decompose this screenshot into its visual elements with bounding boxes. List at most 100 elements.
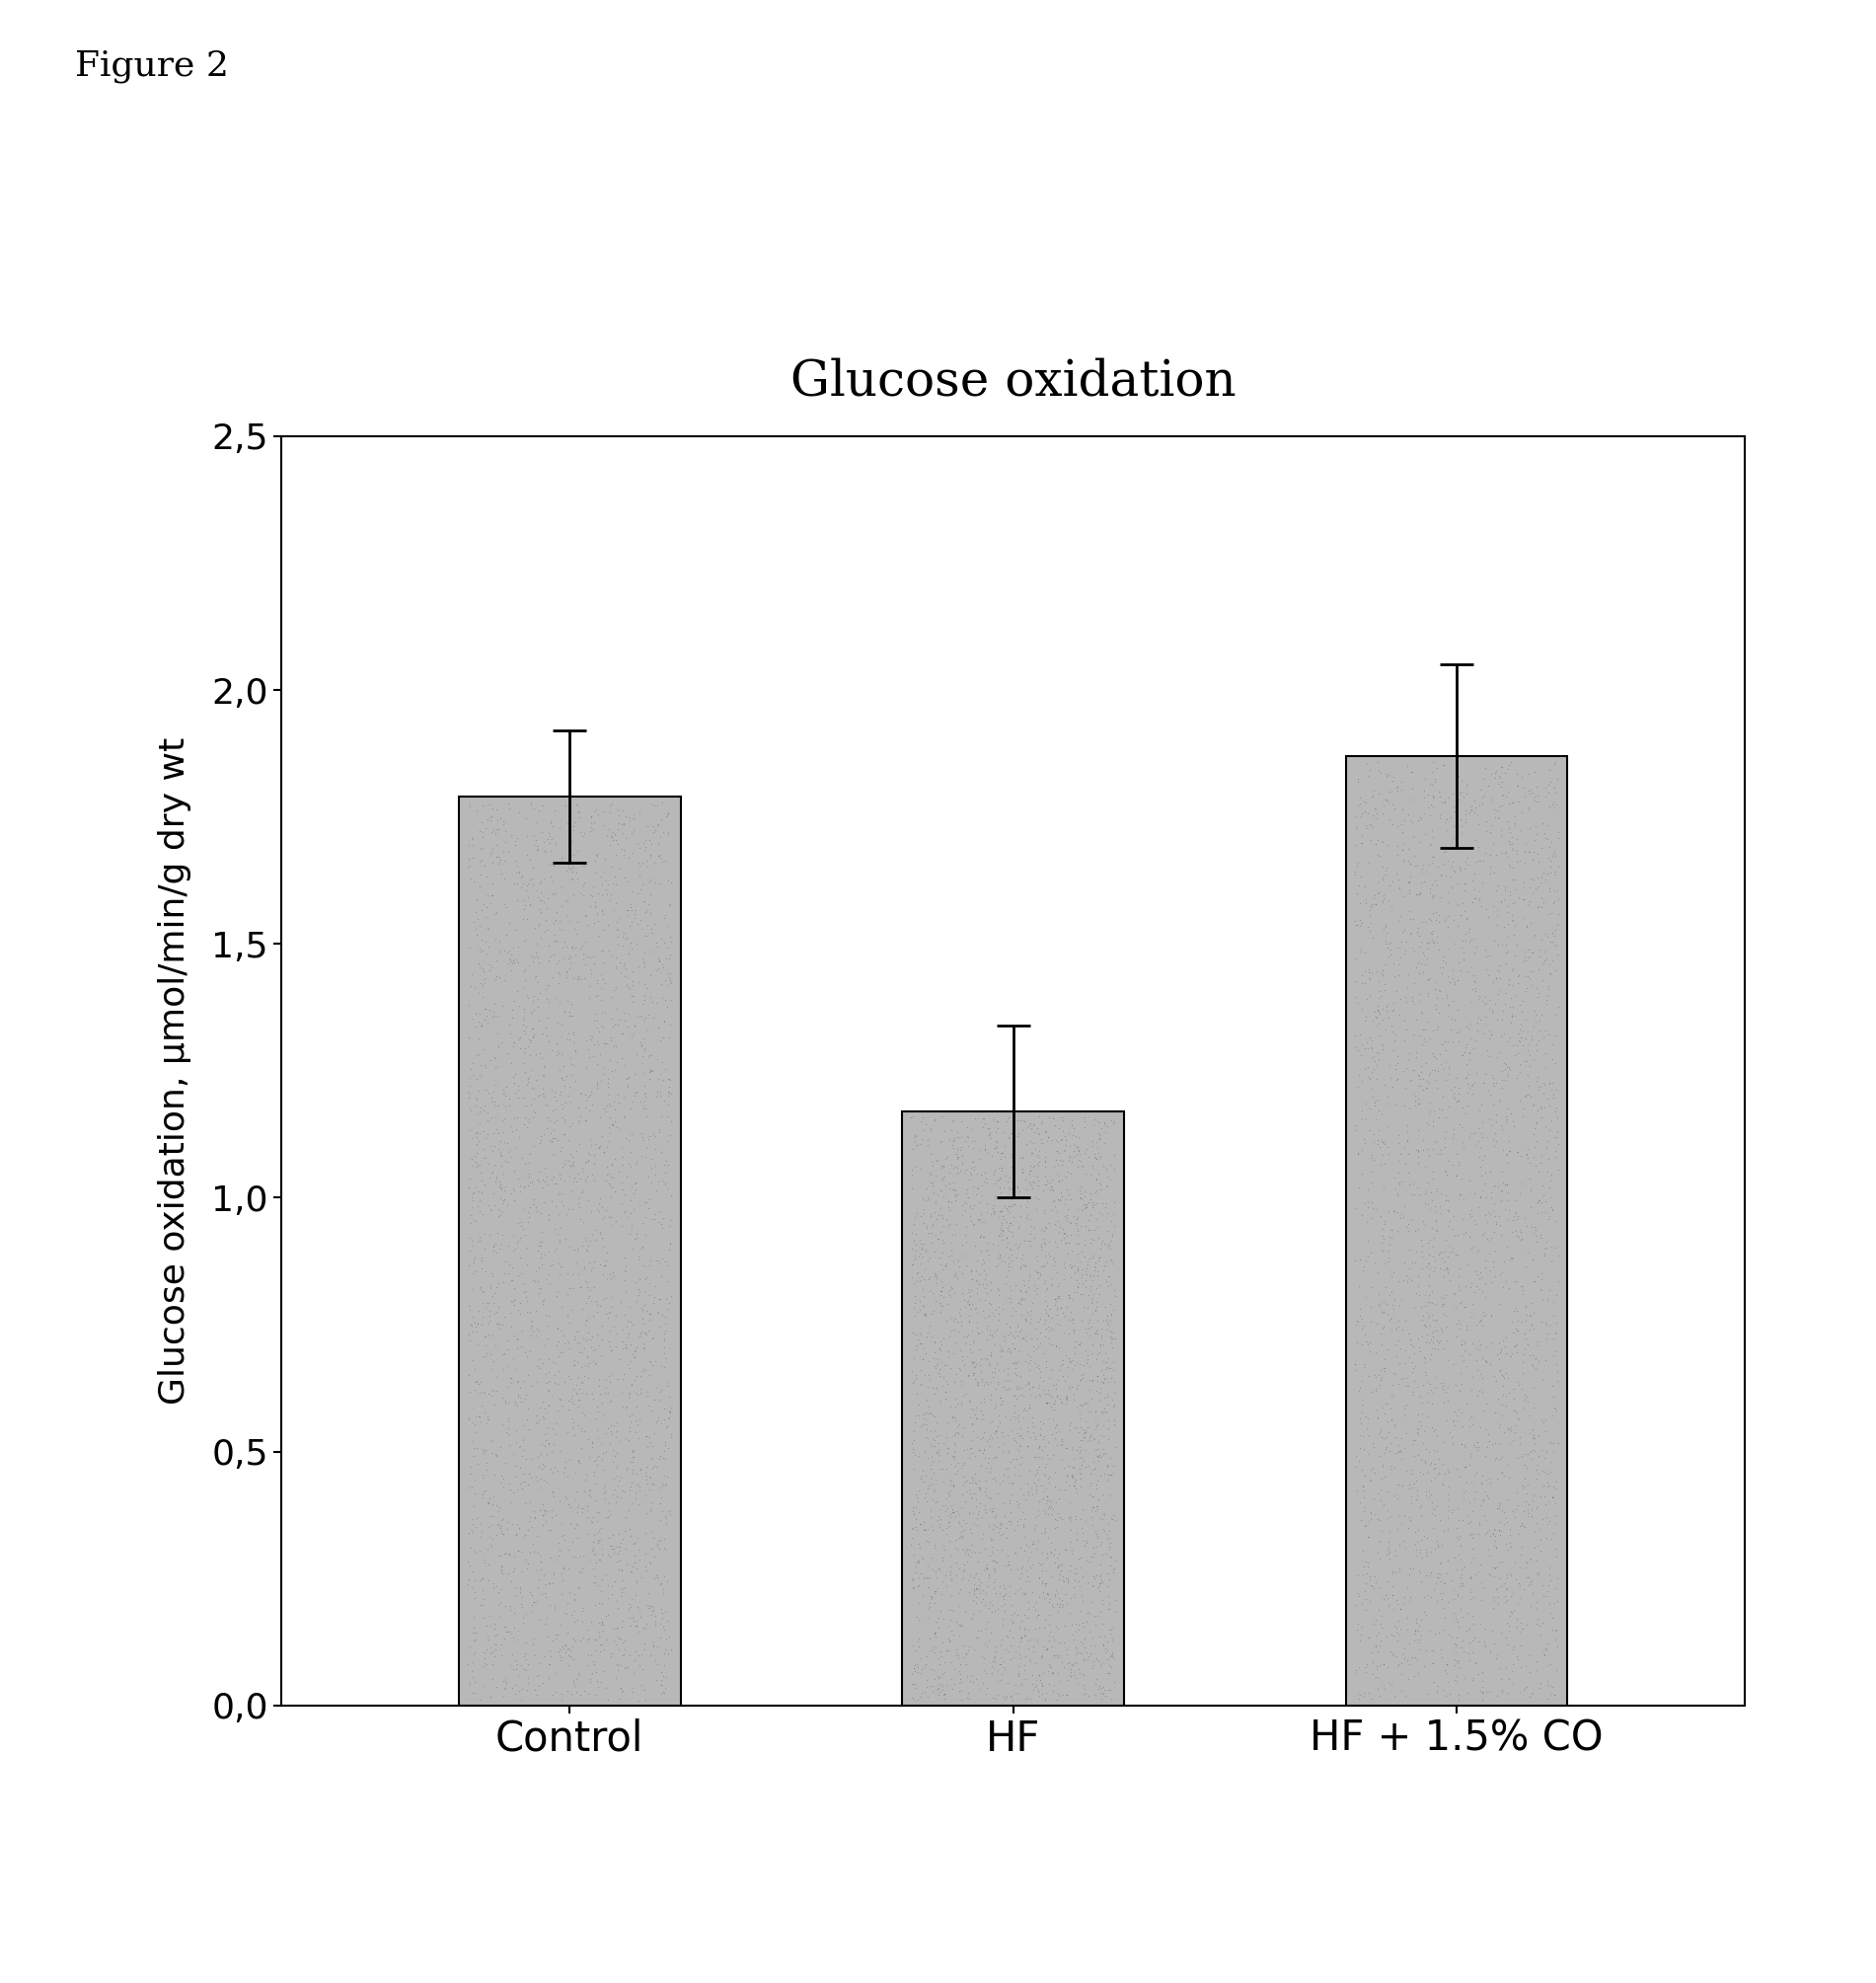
Point xyxy=(919,1295,949,1327)
Point xyxy=(1356,799,1386,831)
Point xyxy=(1075,1214,1105,1245)
Point xyxy=(1383,775,1413,807)
Point xyxy=(1443,1085,1473,1116)
Point xyxy=(1368,851,1398,882)
Point xyxy=(989,1646,1019,1678)
Point xyxy=(1540,1335,1570,1366)
Point xyxy=(499,1289,529,1321)
Point xyxy=(1062,1216,1092,1247)
Point xyxy=(606,833,636,865)
Point xyxy=(1491,928,1521,960)
Point xyxy=(520,1017,550,1049)
Point xyxy=(559,1578,589,1610)
Point xyxy=(1366,825,1396,857)
Point xyxy=(655,1021,685,1053)
Point xyxy=(1004,1116,1034,1148)
Point xyxy=(1531,1037,1561,1069)
Point xyxy=(1034,1374,1064,1406)
Point xyxy=(1431,1376,1461,1408)
Point xyxy=(1531,1186,1561,1218)
Point xyxy=(959,1356,989,1388)
Point xyxy=(643,1166,673,1198)
Point xyxy=(1037,1103,1067,1134)
Point xyxy=(1341,851,1371,882)
Point xyxy=(1540,1206,1570,1237)
Point xyxy=(1540,999,1570,1031)
Point xyxy=(957,1315,987,1346)
Point xyxy=(613,1071,643,1103)
Point xyxy=(582,1442,612,1473)
Point xyxy=(540,1618,570,1650)
Point xyxy=(557,865,587,896)
Point xyxy=(600,1107,630,1138)
Point xyxy=(613,1652,643,1684)
Point xyxy=(499,1061,529,1093)
Point xyxy=(561,1676,591,1707)
Point xyxy=(1512,1132,1542,1164)
Point xyxy=(1403,1134,1433,1166)
Point xyxy=(1469,988,1499,1019)
Point xyxy=(567,1152,597,1184)
Point xyxy=(927,1101,957,1132)
Point xyxy=(940,1313,970,1344)
Point xyxy=(1097,1450,1127,1481)
Point xyxy=(1514,791,1544,823)
Point xyxy=(555,942,585,974)
Point xyxy=(1445,783,1475,815)
Point xyxy=(987,1436,1017,1467)
Point xyxy=(587,1222,617,1253)
Point xyxy=(1540,1473,1570,1505)
Point xyxy=(1079,1452,1109,1483)
Point xyxy=(469,1218,499,1249)
Point xyxy=(1467,845,1497,876)
Point xyxy=(1407,948,1437,980)
Point xyxy=(643,954,673,986)
Point xyxy=(557,1402,587,1434)
Point xyxy=(495,1178,525,1210)
Point xyxy=(563,962,593,993)
Point xyxy=(1418,1493,1448,1525)
Point xyxy=(1435,966,1465,997)
Point xyxy=(1013,1626,1043,1658)
Point xyxy=(1433,1253,1463,1285)
Point xyxy=(1030,1114,1060,1146)
Point xyxy=(617,894,647,926)
Point xyxy=(1075,1374,1105,1406)
Point xyxy=(992,1549,1022,1580)
Point xyxy=(550,1366,580,1398)
Point xyxy=(934,1156,964,1188)
Point xyxy=(1439,845,1469,876)
Point xyxy=(900,1150,930,1182)
Point xyxy=(510,1033,540,1065)
Point xyxy=(452,853,482,884)
Point xyxy=(615,1640,645,1672)
Point xyxy=(540,948,570,980)
Point xyxy=(946,1608,976,1640)
Point xyxy=(925,1216,955,1247)
Point xyxy=(1081,1342,1111,1374)
Point xyxy=(1454,1638,1484,1670)
Point xyxy=(465,997,495,1029)
Point xyxy=(1075,1396,1105,1428)
Point xyxy=(1401,1003,1431,1035)
Point xyxy=(458,1646,488,1678)
Point xyxy=(1409,849,1439,880)
Point xyxy=(1379,1620,1409,1652)
Point xyxy=(1062,1390,1092,1422)
Point xyxy=(1527,1140,1557,1172)
Point xyxy=(540,1346,570,1378)
Point xyxy=(1418,1222,1448,1253)
Point xyxy=(1538,1680,1568,1711)
Point xyxy=(533,1204,563,1235)
Point xyxy=(553,1535,583,1567)
Point xyxy=(1491,948,1521,980)
Point xyxy=(1409,865,1439,896)
Point xyxy=(1017,1668,1047,1699)
Point xyxy=(1396,1458,1426,1489)
Point xyxy=(1409,1596,1439,1628)
Point xyxy=(934,1279,964,1311)
Point xyxy=(1069,1192,1099,1224)
Point xyxy=(642,1245,672,1277)
Point xyxy=(559,839,589,871)
Point xyxy=(1024,1352,1054,1384)
